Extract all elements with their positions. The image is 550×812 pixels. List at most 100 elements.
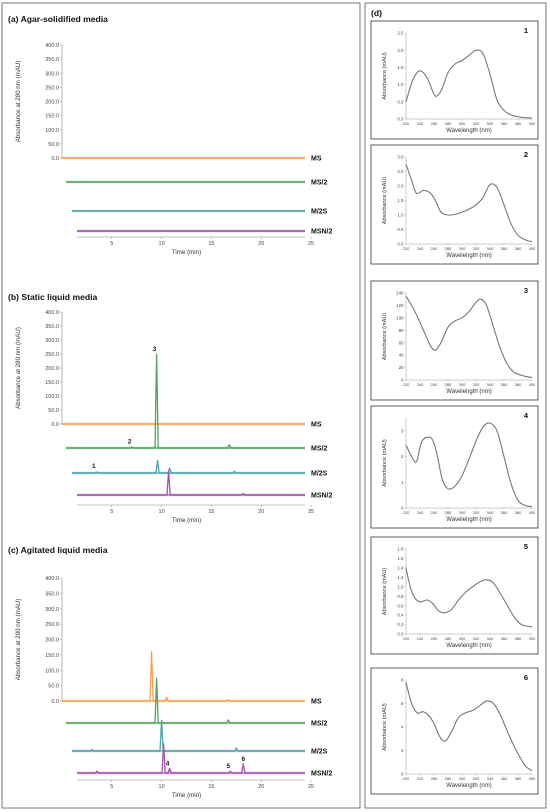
x-axis-label: Wavelength (nm) [446, 517, 491, 523]
y-tick-label: 1.0 [397, 584, 404, 589]
panel-title: (b) Static liquid media [8, 292, 98, 302]
spectrum-box [370, 144, 539, 265]
spectrum-curve [405, 295, 533, 379]
peak-label: 3 [153, 346, 157, 353]
y-tick-label: 1.8 [397, 547, 404, 552]
spectrum-panel-1: 1 0.0 0.5 1.0 1.5 2.0 2.5 Absorbance (mAU) 220 24… [370, 20, 539, 140]
y-tick-label: 40 [399, 353, 404, 358]
y-axis-label: Absorbance (mAU) [382, 313, 388, 361]
y-tick-label: 300.0 [45, 71, 59, 77]
y-axis-label: Absorbance (mAU) [382, 439, 388, 487]
y-axis-label: Absorbance (mAU) [382, 177, 388, 225]
y-tick-label: 1.2 [397, 575, 404, 580]
spectrum-panel-3: 3 0 20 40 60 80 100 120 140 Absorbance (mAU) 220 24… [370, 280, 539, 401]
x-tick-label: 260 [431, 776, 438, 781]
y-tick-label: 250.0 [45, 352, 59, 358]
x-tick-label: 260 [431, 636, 438, 641]
x-tick-label: 15 [208, 784, 214, 790]
y-axis-label: Absorbance (mAU) [382, 52, 388, 100]
x-tick-label: 280 [445, 510, 452, 515]
peak-label: 5 [227, 763, 231, 770]
y-tick-label: 0.8 [397, 594, 404, 599]
y-tick-label: 120 [396, 303, 404, 308]
y-tick-label: 2.0 [397, 184, 404, 189]
y-tick-label: 50.0 [48, 142, 59, 148]
y-tick-label: 350.0 [45, 57, 59, 63]
x-tick-label: 5 [110, 241, 113, 247]
x-tick-label: 380 [515, 776, 522, 781]
spectrum-panel-6: 6 0 2 4 6 8 Absorbance (mAU) 220 240 260 280 300 320… [370, 667, 539, 795]
x-tick-label: 360 [501, 776, 508, 781]
x-tick-label: 5 [110, 509, 113, 515]
y-tick-label: 100.0 [45, 128, 59, 134]
x-tick-label: 5 [110, 784, 113, 790]
x-tick-label: 240 [417, 121, 424, 126]
x-tick-label: 15 [208, 509, 214, 515]
y-tick-label: 150.0 [45, 114, 59, 120]
x-tick-label: 260 [431, 382, 438, 387]
x-tick-label: 380 [515, 636, 522, 641]
spectrum-number: 5 [524, 542, 528, 551]
peak-label: 1 [92, 463, 96, 470]
x-tick-label: 400 [529, 382, 536, 387]
trace-label-MSN/2: MSN/2 [311, 771, 333, 778]
x-tick-label: 240 [417, 382, 424, 387]
x-tick-label: 300 [459, 246, 466, 251]
spectrum-curve [405, 567, 533, 628]
x-tick-label: 320 [473, 776, 480, 781]
x-tick-label: 400 [529, 510, 536, 515]
panel-title: (a) Agar-solidified media [8, 14, 108, 24]
x-axis-label: Time (min) [172, 792, 201, 799]
x-tick-label: 240 [417, 776, 424, 781]
x-tick-label: 20 [258, 241, 264, 247]
x-tick-label: 340 [487, 636, 494, 641]
trace-label-MSN/2: MSN/2 [311, 229, 333, 236]
x-tick-label: 220 [403, 510, 410, 515]
spectrum-curve [405, 422, 533, 508]
chromatogram-panel-0: (a) Agar-solidified media 0.0 50.0 100.0 150… [8, 14, 333, 256]
x-tick-label: 340 [487, 382, 494, 387]
x-tick-label: 360 [501, 636, 508, 641]
x-axis-label: Time (min) [172, 517, 201, 524]
trace-label-MS/2: MS/2 [311, 721, 327, 728]
chromatogram-panel-1: (b) Static liquid media 0.0 50.0 100.0 150.0… [8, 292, 333, 524]
trace-label-M/2S: M/2S [311, 749, 328, 756]
spectrum-curve [405, 682, 533, 771]
trace-line-M/2S [72, 459, 305, 474]
peak-label: 4 [166, 760, 170, 767]
trace-label-MS: MS [311, 156, 322, 163]
y-tick-label: 4 [401, 725, 404, 730]
y-tick-label: 0.0 [51, 156, 59, 162]
x-axis-label: Wavelength (nm) [446, 783, 491, 789]
y-tick-label: 2 [401, 748, 404, 753]
trace-line-M/2S [72, 719, 305, 752]
spectrum-box [370, 405, 539, 529]
y-tick-label: 80 [399, 328, 404, 333]
trace-line-MS/2 [66, 353, 305, 449]
x-tick-label: 25 [308, 784, 314, 790]
trace-label-MS/2: MS/2 [311, 180, 327, 187]
x-tick-label: 240 [417, 510, 424, 515]
x-tick-label: 320 [473, 636, 480, 641]
x-tick-label: 340 [487, 510, 494, 515]
peak-label: 2 [128, 438, 132, 445]
y-tick-label: 200.0 [45, 366, 59, 372]
y-tick-label: 2.5 [397, 31, 404, 36]
y-tick-label: 2.0 [397, 48, 404, 53]
y-tick-label: 50.0 [48, 408, 59, 414]
x-tick-label: 300 [459, 121, 466, 126]
x-tick-label: 380 [515, 382, 522, 387]
y-tick-label: 1.5 [397, 198, 404, 203]
trace-line-MS/2 [66, 677, 305, 724]
x-axis-label: Wavelength (nm) [446, 253, 491, 259]
y-tick-label: 350.0 [45, 591, 59, 597]
y-tick-label: 150.0 [45, 380, 59, 386]
trace-label-M/2S: M/2S [311, 209, 328, 216]
y-tick-label: 100.0 [45, 394, 59, 400]
spectrum-panel-4: 4 0 1 2 3 Absorbance (mAU) 220 240 260 280 300 320 3… [370, 405, 539, 529]
x-tick-label: 280 [445, 776, 452, 781]
y-tick-label: 8 [401, 678, 404, 683]
spectrum-box [370, 280, 539, 401]
spectra-frame [364, 2, 547, 809]
